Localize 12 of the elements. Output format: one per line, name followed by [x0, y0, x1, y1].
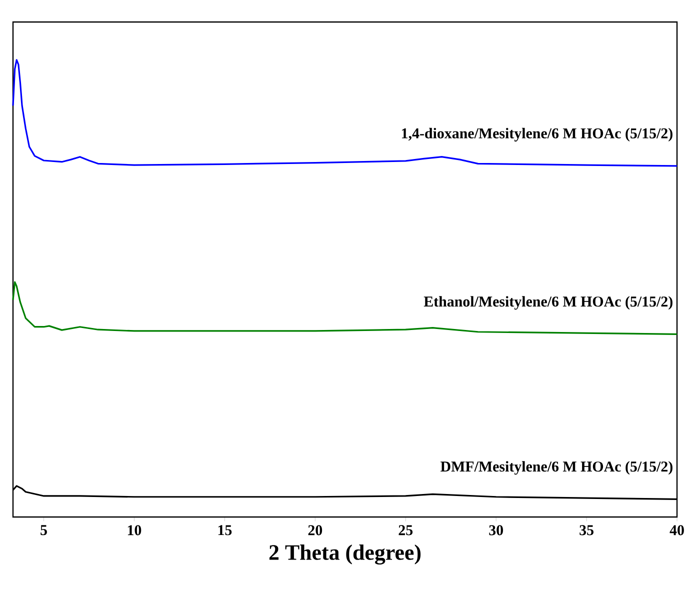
x-tick-label: 40 [670, 525, 684, 536]
series-label: 1,4-dioxane/Mesitylene/6 M HOAc (5/15/2) [402, 128, 672, 142]
x-tick-label: 10 [128, 525, 142, 536]
x-tick-label: 20 [308, 525, 322, 536]
x-axis-title: 2 Theta (degree) [269, 544, 421, 565]
series-label: DMF/Mesitylene/6 M HOAc (5/15/2) [440, 461, 672, 475]
x-tick-label: 35 [580, 525, 594, 536]
x-tick-label: 15 [218, 525, 232, 536]
x-tick-label: 5 [40, 525, 47, 536]
x-tick-label: 25 [398, 525, 413, 536]
series-label: Ethanol/Mesitylene/6 M HOAc (5/15/2) [424, 296, 672, 310]
x-tick-label: 30 [489, 525, 503, 536]
